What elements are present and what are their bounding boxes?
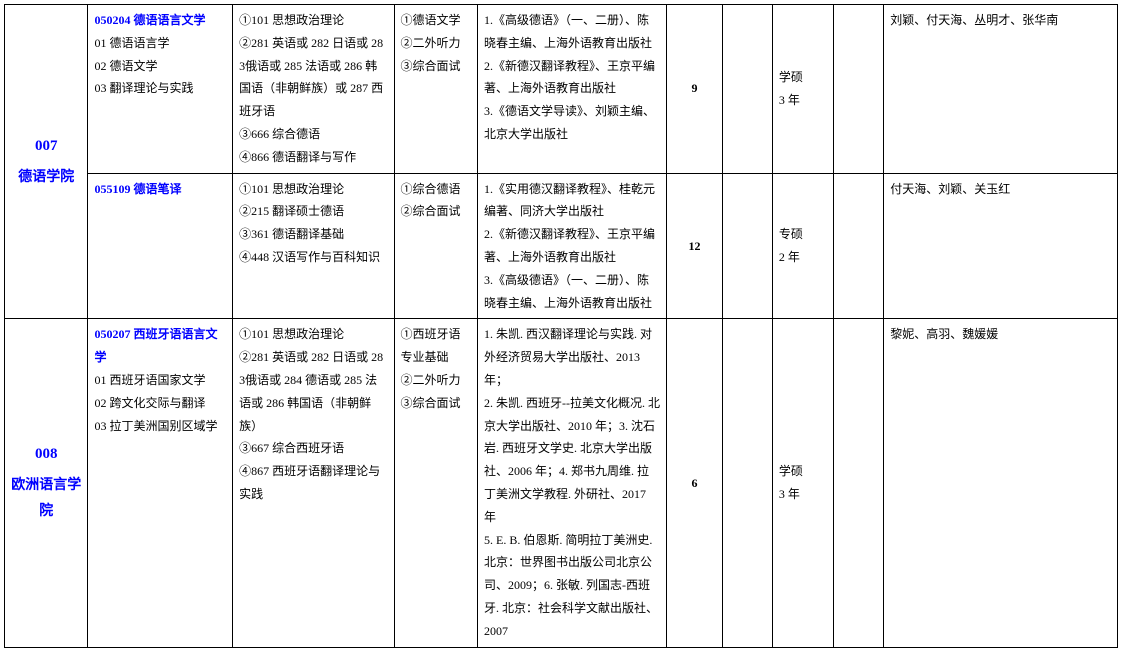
exam-subjects-cell: ①101 思想政治理论②281 英语或 282 日语或 283俄语或 285 法…	[233, 5, 394, 174]
exam-subjects-cell: ①101 思想政治理论②215 翻译硕士德语③361 德语翻译基础④448 汉语…	[233, 173, 394, 319]
duration-cell: 学硕3 年	[772, 5, 833, 174]
department-name: 欧洲语言学院	[11, 478, 81, 520]
table-row: 055109 德语笔译 ①101 思想政治理论②215 翻译硕士德语③361 德语…	[5, 173, 1118, 319]
major-direction: 01 西班牙语国家文学	[94, 373, 205, 387]
admissions-table: 007 德语学院 050204 德语语言文学 01 德语语言学 02 德语文学 03 翻译…	[4, 4, 1118, 648]
major-cell: 050204 德语语言文学 01 德语语言学 02 德语文学 03 翻译理论与实践	[88, 5, 233, 174]
major-title: 050204 德语语言文学	[94, 13, 205, 27]
major-direction: 02 跨文化交际与翻译	[94, 396, 205, 410]
department-code: 008	[11, 440, 81, 469]
major-direction: 02 德语文学	[94, 59, 157, 73]
reference-cell: 1.《高级德语》（一、二册）、陈晓春主编、上海外语教育出版社2.《新德汉翻译教程…	[478, 5, 667, 174]
major-title: 050207 西班牙语语言文学	[94, 327, 217, 364]
reference-cell: 1. 朱凯. 西汉翻译理论与实践. 对外经济贸易大学出版社、2013 年；2. …	[478, 319, 667, 647]
empty-cell	[722, 173, 772, 319]
major-direction: 03 翻译理论与实践	[94, 81, 193, 95]
faculty-cell: 刘颖、付天海、丛明才、张华南	[884, 5, 1118, 174]
department-cell: 008 欧洲语言学院	[5, 319, 88, 647]
empty-cell	[722, 5, 772, 174]
major-cell: 050207 西班牙语语言文学 01 西班牙语国家文学 02 跨文化交际与翻译 03 …	[88, 319, 233, 647]
empty-cell	[834, 319, 884, 647]
department-cell: 007 德语学院	[5, 5, 88, 319]
empty-cell	[722, 319, 772, 647]
enrollment-number-cell: 9	[667, 5, 723, 174]
department-name: 德语学院	[18, 170, 74, 185]
enrollment-number-cell: 6	[667, 319, 723, 647]
retest-cell: ①综合德语②综合面试	[394, 173, 477, 319]
table-row: 007德语学院050204 德语语言文学01 德语语言学02 德语文学03 翻译…	[5, 5, 1118, 174]
retest-cell: ①西班牙语专业基础②二外听力③综合面试	[394, 319, 477, 647]
retest-cell: ①德语文学②二外听力③综合面试	[394, 5, 477, 174]
enrollment-number-cell: 12	[667, 173, 723, 319]
empty-cell	[834, 5, 884, 174]
major-direction: 01 德语语言学	[94, 36, 169, 50]
reference-cell: 1.《实用德汉翻译教程》、桂乾元编著、同济大学出版社2.《新德汉翻译教程》、王京…	[478, 173, 667, 319]
major-title: 055109 德语笔译	[94, 182, 181, 196]
major-direction: 03 拉丁美洲国别区域学	[94, 419, 217, 433]
faculty-cell: 黎妮、高羽、魏媛媛	[884, 319, 1118, 647]
table-row: 008 欧洲语言学院 050207 西班牙语语言文学 01 西班牙语国家文学 02 跨文…	[5, 319, 1118, 647]
duration-cell: 学硕3 年	[772, 319, 833, 647]
empty-cell	[834, 173, 884, 319]
major-cell: 055109 德语笔译	[88, 173, 233, 319]
exam-subjects-cell: ①101 思想政治理论②281 英语或 282 日语或 283俄语或 284 德…	[233, 319, 394, 647]
department-code: 007	[11, 132, 81, 161]
duration-cell: 专硕2 年	[772, 173, 833, 319]
faculty-cell: 付天海、刘颖、关玉红	[884, 173, 1118, 319]
